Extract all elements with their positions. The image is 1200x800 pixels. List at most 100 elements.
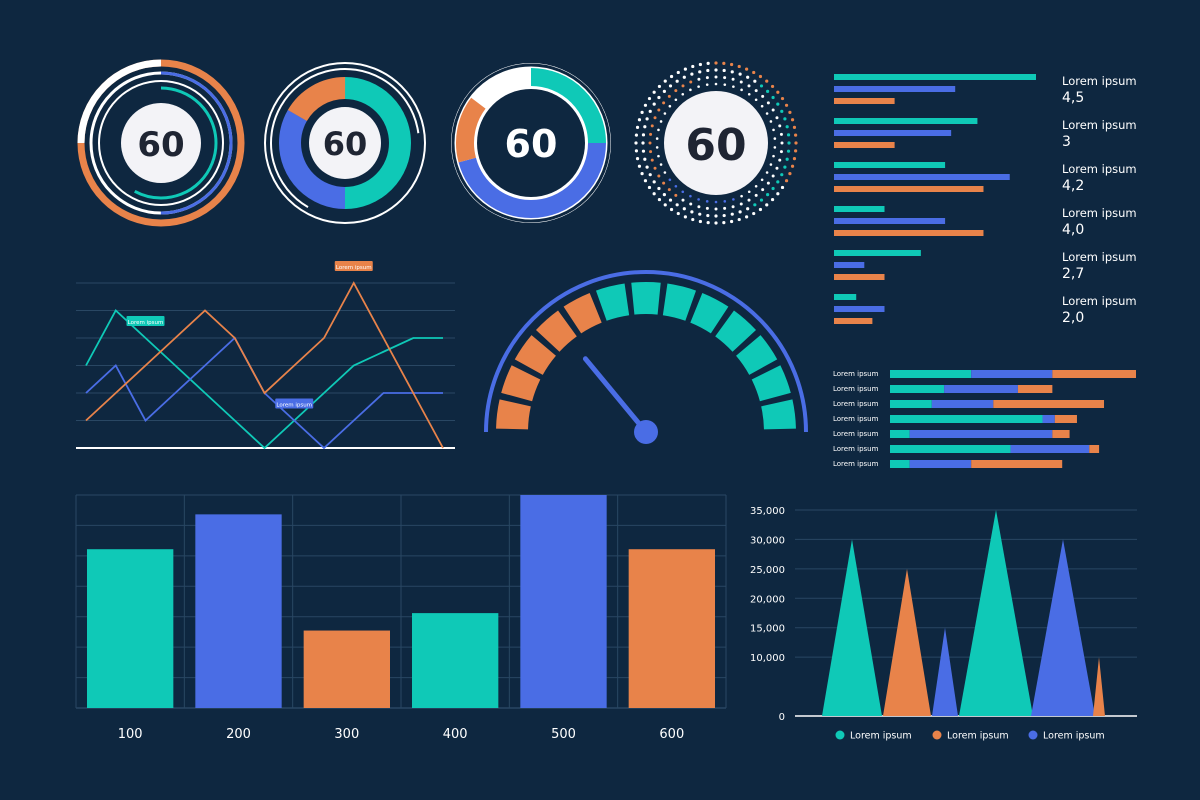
gauge-4-dot <box>769 120 773 123</box>
gauge-3: 60 <box>451 63 611 223</box>
right-bar <box>834 306 885 312</box>
gauge-4-dot <box>650 124 654 128</box>
gauge-4-dot <box>740 194 743 198</box>
right-bar <box>834 206 885 212</box>
gauge-4-dot <box>761 188 765 192</box>
stacked-bar-label: Lorem ipsum <box>833 385 879 393</box>
bottom-bar-chart: 100 200 300 400 500 600 <box>75 494 727 742</box>
speedometer-segment <box>761 399 796 430</box>
gauge-4-dot <box>662 89 666 93</box>
right-bar <box>834 250 921 256</box>
gauge-4-dot <box>766 193 770 197</box>
right-bar <box>834 294 857 300</box>
tri-chart-ytick: 25,000 <box>750 565 785 576</box>
gauge-4-dot <box>643 125 647 129</box>
gauge-3-value: 60 <box>505 122 558 166</box>
gauge-4-dot <box>784 179 789 183</box>
gauge-4-dot <box>788 110 792 114</box>
gauge-4-dot <box>634 133 638 137</box>
gauge-4-dot <box>697 85 700 88</box>
gauge-4-dot <box>690 210 694 214</box>
right-bar <box>834 318 873 324</box>
right-bar <box>834 186 984 192</box>
right-bar <box>834 174 1010 180</box>
gauge-4-dot <box>682 75 686 79</box>
stacked-bar-segment <box>1042 415 1055 423</box>
gauge-4-dot <box>783 117 787 121</box>
gauge-4-dot <box>754 193 758 197</box>
gauge-4-dot <box>714 221 718 225</box>
gauge-4-dot <box>659 163 663 166</box>
gauge-4-dot <box>752 70 756 75</box>
gauge-4-dot <box>657 95 661 100</box>
stacked-bar-segment <box>944 385 1018 393</box>
right-bar <box>834 130 952 136</box>
gauge-4-dot <box>785 125 789 129</box>
gauge-4-dot <box>786 149 791 153</box>
tri-chart-ytick: 35,000 <box>750 506 785 517</box>
tri-peak <box>883 568 931 716</box>
line-annotation-box <box>334 261 373 271</box>
gauge-4-dot <box>652 102 656 106</box>
line-series-orange <box>85 281 444 449</box>
gauge-4-dot <box>706 213 710 218</box>
legend-marker <box>1028 730 1038 740</box>
tri-peak <box>822 539 882 716</box>
stacked-bar-label: Lorem ipsum <box>833 445 879 453</box>
gauge-4-dot <box>730 62 734 67</box>
bar-category-label: 400 <box>443 727 468 742</box>
gauge-4-dot <box>778 158 782 162</box>
gauge-4-dot <box>747 84 751 88</box>
gauge-4-dot <box>668 84 673 88</box>
speedometer-segment <box>501 365 541 402</box>
right-bar <box>834 230 984 236</box>
gauge-4-dot <box>770 197 775 202</box>
gauge-4-dot <box>732 85 735 88</box>
gauge-4-dot <box>657 174 661 178</box>
gauge-4-dot <box>746 75 750 79</box>
gauge-4-dot <box>674 89 678 93</box>
gauge-4-dot <box>770 84 775 89</box>
gauge-4-dot <box>691 64 695 69</box>
gauge-4-dot <box>635 157 640 161</box>
gauge-4-dot <box>792 157 797 161</box>
right-bar <box>834 162 946 168</box>
tri-chart-ytick: 30,000 <box>750 535 785 546</box>
gauge-4-dot <box>681 92 685 96</box>
gauge-4-dot <box>648 141 652 145</box>
stacked-bar-segment <box>890 460 910 468</box>
gauge-4-dot <box>753 79 757 83</box>
gauge-4-dot <box>730 70 734 74</box>
gauge-4-dot <box>776 90 780 94</box>
right-bar-label: Lorem ipsum <box>1062 250 1137 264</box>
stacked-bar-segment <box>1052 430 1070 438</box>
line-annotation-label: Lorem ipsum <box>336 265 372 271</box>
gauge-4-dot <box>722 68 726 73</box>
gauge-4-dot <box>766 101 770 105</box>
gauge-4-dot <box>705 200 709 203</box>
gauge-4-dot <box>657 128 660 132</box>
gauge-4-dot <box>783 165 787 169</box>
gauge-4-dot <box>634 149 638 153</box>
gauge-4-dot <box>776 192 780 196</box>
gauge-4-dot <box>760 178 764 182</box>
gauge-4-dot <box>697 205 701 209</box>
gauge-4-dot <box>771 95 775 100</box>
stacked-bar-segment <box>1089 445 1100 453</box>
right-bar <box>834 86 956 92</box>
gauge-4-dot <box>652 192 656 196</box>
gauge-4-dot <box>773 146 777 149</box>
gauge-4-dot <box>723 76 727 80</box>
legend-label: Lorem ipsum <box>850 731 912 742</box>
gauge-4-dot <box>706 68 710 73</box>
gauge-4-dot <box>747 92 751 96</box>
gauge-4-dot <box>645 165 649 169</box>
gauge-4-dot <box>771 174 775 178</box>
gauge-4-dot <box>752 211 756 216</box>
bar-category-label: 600 <box>659 727 684 742</box>
gauge-4-dot <box>754 98 758 102</box>
stacked-bar-label: Lorem ipsum <box>833 400 879 408</box>
gauge-4-dot <box>652 180 656 184</box>
legend-marker <box>835 730 845 740</box>
right-bar-value: 4,5 <box>1062 90 1085 106</box>
